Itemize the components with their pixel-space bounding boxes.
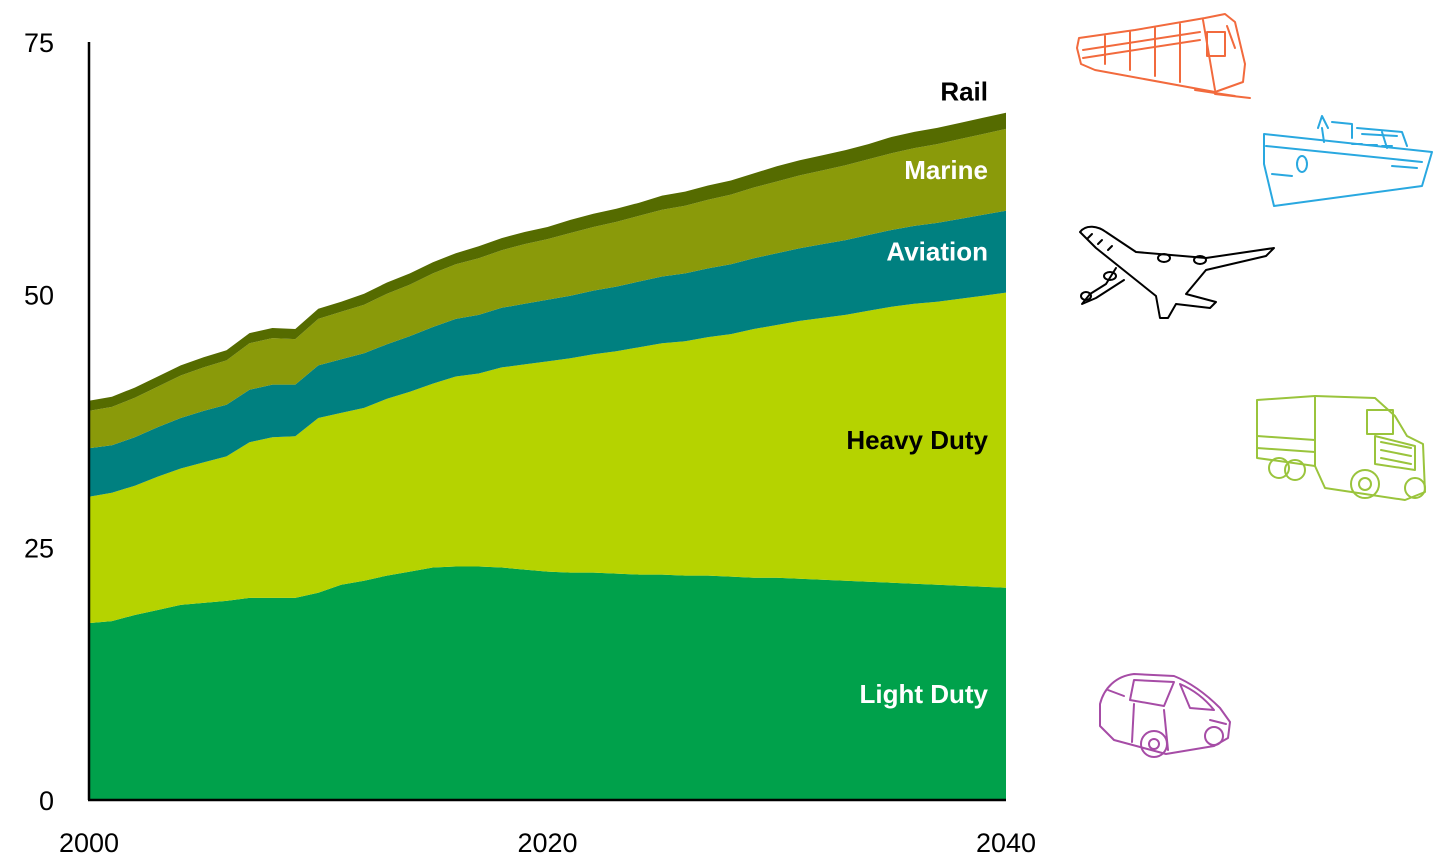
airplane-icon [1079, 225, 1275, 319]
area-layers [89, 112, 1006, 800]
area-rail [89, 112, 1006, 411]
series-labels: Light Duty Heavy Duty Aviation Marine Rail [846, 77, 988, 709]
x-tick-label: 2040 [976, 828, 1036, 858]
train-icon [1076, 13, 1251, 99]
y-tick-label: 25 [24, 533, 54, 563]
car-icon [1099, 673, 1231, 758]
y-tick-label: 0 [39, 786, 54, 816]
series-label-marine: Marine [904, 155, 988, 185]
area-heavy-duty [89, 292, 1006, 624]
axes [87, 42, 1006, 802]
area-marine [89, 128, 1006, 449]
x-tick-labels: 2000 2020 2040 [59, 828, 1036, 858]
area-aviation [89, 210, 1006, 497]
x-tick-label: 2020 [517, 828, 577, 858]
ship-icon [1263, 115, 1433, 207]
series-label-aviation: Aviation [886, 237, 988, 267]
y-tick-labels: 0 25 50 75 [24, 28, 54, 816]
series-label-light-duty: Light Duty [859, 679, 988, 709]
series-label-heavy-duty: Heavy Duty [846, 425, 988, 455]
area-light-duty [89, 566, 1006, 800]
x-tick-label: 2000 [59, 828, 119, 858]
truck-icon [1256, 395, 1426, 501]
y-tick-label: 75 [24, 28, 54, 58]
series-label-rail: Rail [940, 77, 988, 107]
y-tick-label: 50 [24, 281, 54, 311]
